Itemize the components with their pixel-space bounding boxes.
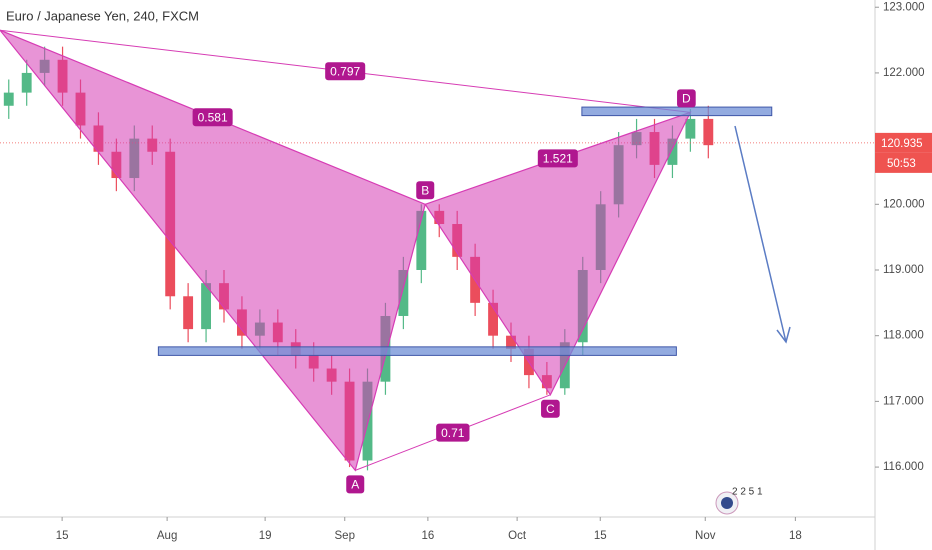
plot: 116.000117.000118.000119.000120.000121.0… — [0, 1, 925, 542]
y-tick-label: 119.000 — [883, 264, 924, 276]
point-label-box — [541, 399, 560, 418]
y-tick-label: 122.000 — [883, 67, 925, 79]
x-tick-label: 18 — [789, 530, 802, 542]
x-tick-label: 15 — [594, 530, 607, 542]
y-tick-label: 117.000 — [883, 395, 924, 407]
x-tick-label: Nov — [695, 530, 716, 542]
y-tick-label: 116.000 — [883, 461, 924, 473]
candle-body — [3, 92, 14, 106]
logo: 2 2 5 1 — [715, 487, 763, 515]
candle-body — [21, 72, 32, 93]
countdown-label: 50:53 — [887, 158, 916, 170]
ratio-label: 0.71 — [441, 426, 465, 440]
x-tick-label: Aug — [157, 530, 177, 542]
point-label: B — [421, 183, 429, 197]
ratio-label-box — [192, 108, 233, 127]
zone — [581, 106, 773, 117]
x-tick-label: Sep — [335, 530, 355, 542]
candle-body — [398, 269, 409, 316]
zone — [157, 346, 677, 356]
candle-body — [703, 118, 714, 146]
ratio-label-box — [436, 423, 470, 442]
candle-body — [183, 296, 194, 330]
point-label-box — [346, 475, 365, 494]
candle-body — [506, 335, 516, 349]
ratio-label: 1.521 — [543, 151, 573, 165]
candle-body — [416, 210, 427, 270]
candle-body — [201, 283, 211, 330]
x-tick-label: 16 — [421, 530, 434, 542]
y-tick-label: 118.000 — [883, 330, 924, 342]
chart-title: Euro / Japanese Yen, 240, FXCM — [6, 8, 199, 23]
candle-body — [685, 118, 696, 139]
y-tick-label: 123.000 — [883, 1, 925, 13]
point-label-box — [416, 181, 435, 200]
ratio-label: 0.797 — [330, 64, 360, 78]
ratio-label-box — [325, 62, 366, 81]
point-label-box — [677, 89, 696, 108]
point-label: C — [546, 402, 555, 416]
ratio-label-box — [537, 149, 578, 168]
ratio-label: 0.581 — [198, 110, 228, 124]
arrow — [734, 125, 791, 344]
y-tick-label: 120.000 — [883, 198, 925, 210]
candle-body — [667, 138, 678, 165]
x-tick-label: 19 — [259, 530, 272, 542]
countdown-box — [875, 152, 932, 173]
svg-text:2 2 5 1: 2 2 5 1 — [732, 487, 763, 498]
last-price-label: 120.935 — [881, 138, 923, 150]
last-price-box — [875, 132, 932, 153]
x-tick-label: Oct — [508, 530, 527, 542]
point-label: A — [351, 478, 359, 492]
candle-body — [488, 302, 498, 336]
x-tick-label: 15 — [56, 530, 69, 542]
point-label: D — [682, 92, 691, 106]
